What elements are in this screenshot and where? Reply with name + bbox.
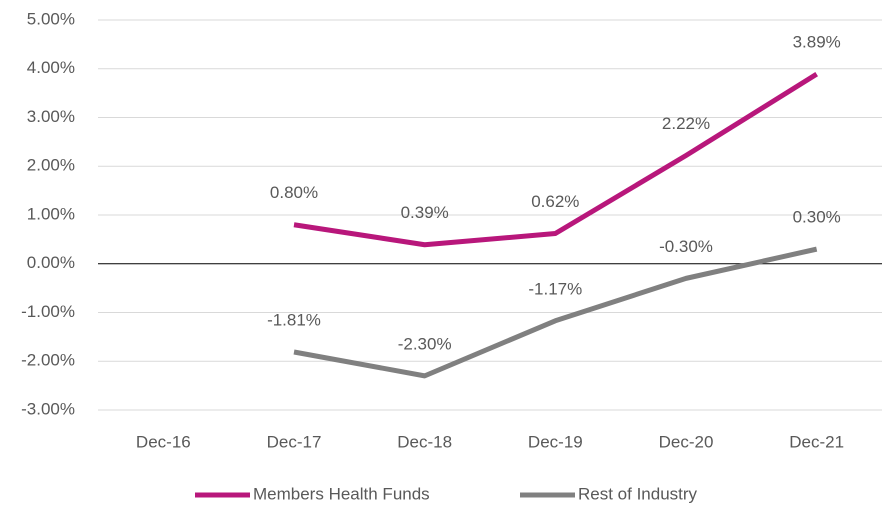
data-label: -1.17% [528, 279, 582, 298]
y-tick-label: -3.00% [21, 399, 75, 418]
data-label: 2.22% [662, 114, 710, 133]
series-line [293, 71, 818, 248]
y-tick-label: 0.00% [27, 253, 75, 272]
y-tick-label: 3.00% [27, 107, 75, 126]
series-line [293, 246, 818, 379]
x-tick-label: Dec-20 [659, 432, 714, 451]
y-tick-label: 4.00% [27, 58, 75, 77]
x-tick-label: Dec-17 [267, 432, 322, 451]
x-tick-label: Dec-19 [528, 432, 583, 451]
data-label: -0.30% [659, 237, 713, 256]
y-tick-label: -1.00% [21, 302, 75, 321]
data-label: 0.39% [401, 203, 449, 222]
data-label: 3.89% [793, 33, 841, 52]
data-label: -1.81% [267, 310, 321, 329]
x-tick-label: Dec-16 [136, 432, 191, 451]
x-tick-label: Dec-18 [397, 432, 452, 451]
y-tick-label: 2.00% [27, 156, 75, 175]
y-tick-label: 1.00% [27, 204, 75, 223]
data-label: 0.62% [531, 192, 579, 211]
y-tick-label: -2.00% [21, 351, 75, 370]
data-label: -2.30% [398, 334, 452, 353]
x-tick-label: Dec-21 [789, 432, 844, 451]
y-tick-label: 5.00% [27, 9, 75, 28]
legend-label: Members Health Funds [253, 484, 430, 503]
data-label: 0.80% [270, 183, 318, 202]
data-label: 0.30% [793, 208, 841, 227]
legend-label: Rest of Industry [578, 484, 698, 503]
